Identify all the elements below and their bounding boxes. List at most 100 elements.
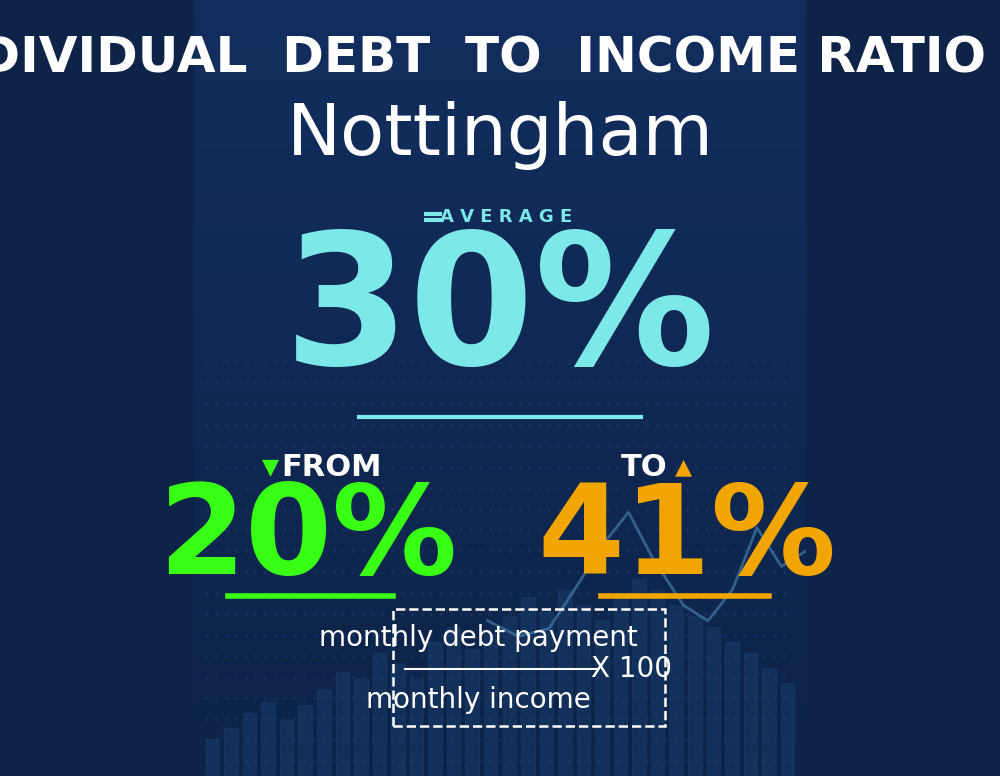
Bar — [194, 163, 806, 171]
Bar — [194, 326, 806, 334]
Bar — [194, 551, 806, 559]
Bar — [410, 679, 423, 776]
Bar — [391, 664, 405, 776]
Bar — [194, 489, 806, 497]
Bar — [194, 295, 806, 303]
Bar — [194, 279, 806, 287]
Bar — [194, 140, 806, 147]
Bar — [194, 109, 806, 116]
Bar — [194, 93, 806, 101]
Bar — [194, 652, 806, 660]
Bar — [194, 535, 806, 543]
Text: X 100: X 100 — [591, 655, 672, 683]
Bar — [280, 720, 293, 776]
Bar — [194, 520, 806, 528]
Bar — [194, 194, 806, 202]
Bar — [194, 667, 806, 675]
Bar — [298, 705, 312, 776]
Bar — [194, 132, 806, 140]
Bar — [194, 722, 806, 729]
Bar — [194, 248, 806, 256]
Bar — [261, 702, 275, 776]
Bar — [194, 264, 806, 272]
Bar — [224, 728, 238, 776]
Bar — [194, 334, 806, 341]
Bar — [194, 582, 806, 590]
Bar — [194, 427, 806, 435]
Bar — [194, 435, 806, 442]
Bar — [194, 116, 806, 124]
Bar — [194, 124, 806, 132]
Bar — [540, 612, 553, 776]
Bar — [669, 605, 683, 776]
Bar — [632, 579, 646, 776]
Bar — [521, 598, 535, 776]
Bar — [194, 512, 806, 520]
Bar — [744, 653, 757, 776]
Bar — [194, 753, 806, 760]
Bar — [336, 672, 349, 776]
Bar — [194, 473, 806, 481]
Bar — [194, 698, 806, 706]
Bar — [194, 217, 806, 225]
Bar — [317, 691, 331, 776]
Bar — [651, 590, 664, 776]
Bar — [194, 341, 806, 349]
Bar — [194, 225, 806, 233]
Text: 41%: 41% — [537, 479, 836, 600]
Bar — [194, 349, 806, 357]
Bar — [465, 650, 479, 776]
Bar — [194, 31, 806, 39]
Text: ▼: ▼ — [262, 457, 279, 477]
Bar — [194, 62, 806, 70]
Bar — [194, 528, 806, 535]
Bar — [194, 504, 806, 512]
Bar — [354, 679, 368, 776]
Bar — [194, 318, 806, 326]
Bar — [194, 598, 806, 605]
Bar — [194, 23, 806, 31]
Bar — [194, 357, 806, 365]
Text: A V E R A G E: A V E R A G E — [440, 208, 572, 227]
Bar — [194, 303, 806, 310]
Text: 30%: 30% — [284, 227, 716, 402]
Bar — [762, 668, 776, 776]
Bar — [194, 404, 806, 411]
Bar — [194, 458, 806, 466]
Bar — [194, 202, 806, 210]
Bar — [194, 629, 806, 636]
Bar — [194, 613, 806, 621]
Text: 20%: 20% — [158, 479, 457, 600]
Bar — [781, 683, 794, 776]
Bar — [194, 636, 806, 644]
Bar — [194, 178, 806, 186]
Bar — [725, 642, 739, 776]
Bar — [194, 210, 806, 217]
Bar — [194, 101, 806, 109]
Bar — [194, 47, 806, 54]
Bar — [595, 619, 609, 776]
Bar — [688, 616, 702, 776]
Bar — [194, 729, 806, 737]
Bar — [194, 419, 806, 427]
Bar — [194, 621, 806, 629]
Text: ▲: ▲ — [675, 457, 692, 477]
Bar — [194, 396, 806, 404]
Bar — [194, 39, 806, 47]
Bar — [194, 714, 806, 722]
Bar — [194, 78, 806, 85]
Bar — [194, 442, 806, 450]
Bar — [194, 737, 806, 745]
Bar — [194, 0, 806, 8]
Bar — [194, 760, 806, 768]
Bar — [447, 627, 460, 776]
Bar — [194, 365, 806, 372]
Bar — [194, 16, 806, 23]
Bar — [206, 739, 219, 776]
Bar — [194, 497, 806, 504]
Bar — [194, 660, 806, 667]
Text: monthly income: monthly income — [366, 686, 591, 714]
Bar — [194, 233, 806, 241]
Bar — [194, 768, 806, 776]
Bar — [194, 380, 806, 388]
